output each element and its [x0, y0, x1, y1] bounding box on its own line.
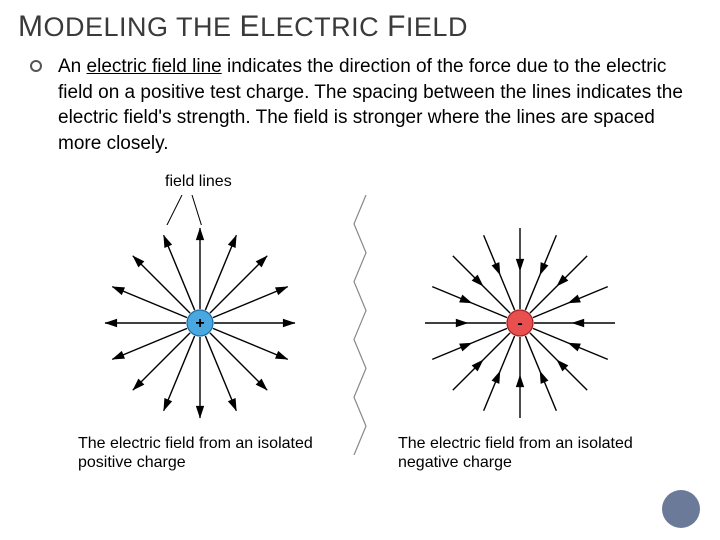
bullet-icon	[30, 60, 42, 72]
field-lines-label: field lines	[165, 173, 232, 191]
positive-field-svg: +	[80, 213, 320, 433]
positive-caption: The electric field from an isolated posi…	[70, 434, 330, 472]
corner-circle-icon	[662, 490, 700, 528]
negative-caption: The electric field from an isolated nega…	[390, 434, 650, 472]
page-title: MODELING THE ELECTRIC FIELD	[0, 0, 720, 50]
negative-field-svg: -	[400, 213, 640, 433]
svg-text:-: -	[517, 315, 522, 332]
positive-charge-diagram: field lines + The electric field from an…	[70, 173, 330, 473]
body-paragraph: An electric field line indicates the dir…	[0, 50, 720, 165]
svg-text:+: +	[195, 315, 204, 332]
diagram-row: field lines + The electric field from an…	[0, 165, 720, 473]
negative-charge-diagram: - The electric field from an isolated ne…	[390, 173, 650, 473]
zigzag-separator	[350, 195, 370, 455]
